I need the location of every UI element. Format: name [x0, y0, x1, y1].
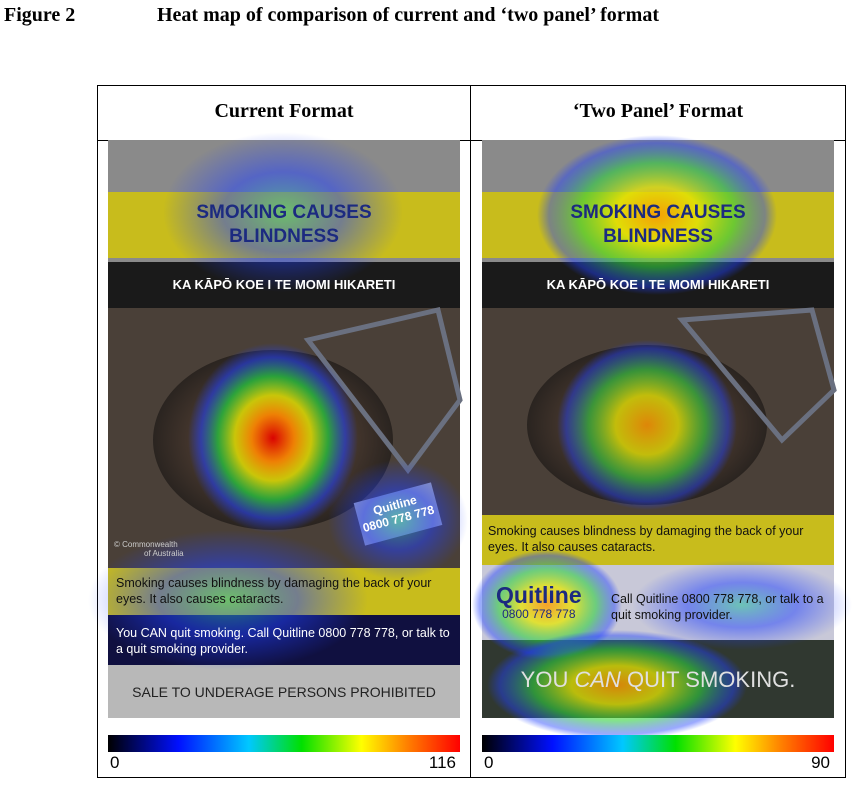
text-line: YOU	[520, 667, 575, 692]
headline: SMOKING CAUSES BLINDNESS	[108, 201, 460, 249]
text-line: QUIT SMOKING.	[620, 667, 796, 692]
maori-text: KA KĀPŌ KOE I TE MOMI HIKARETI	[172, 277, 396, 292]
text-line: of Australia	[144, 549, 184, 558]
scale-max: 116	[428, 753, 456, 772]
text-line: © Commonwealth	[114, 540, 178, 549]
column-heading: Current Format	[214, 100, 354, 122]
scale-max: 90	[811, 753, 830, 772]
footer-text: SALE TO UNDERAGE PERSONS PROHIBITED	[132, 684, 436, 700]
color-bar	[108, 735, 460, 752]
body-text: Smoking causes blindness by damaging the…	[116, 576, 432, 606]
credit: © Commonwealth of Australia	[114, 540, 184, 558]
text-line: SMOKING CAUSES	[570, 202, 746, 223]
column-heading: ‘Two Panel’ Format	[572, 100, 744, 122]
text-line: 0800 778 778	[502, 607, 576, 621]
body-text: Smoking causes blindness by damaging the…	[488, 524, 804, 554]
text-line: BLINDNESS	[603, 226, 713, 247]
quit-text: You CAN quit smoking. Call Quitline 0800…	[116, 626, 450, 656]
figure-caption: Heat map of comparison of current and ‘t…	[157, 4, 659, 26]
scale-min: 0	[110, 753, 120, 772]
call-text: Call Quitline 0800 778 778, or talk to a…	[611, 592, 824, 622]
figure-label: Figure 2	[4, 4, 76, 26]
headline: SMOKING CAUSES BLINDNESS	[482, 201, 834, 249]
quitline-logo: Quitline 0800 778 778	[496, 583, 582, 621]
slogan: YOU CAN QUIT SMOKING.	[482, 667, 834, 693]
maori-text: KA KĀPŌ KOE I TE MOMI HIKARETI	[546, 277, 770, 292]
color-bar	[482, 735, 834, 752]
text-line: SMOKING CAUSES	[196, 202, 372, 223]
text-line: BLINDNESS	[229, 226, 339, 247]
scale-min: 0	[484, 753, 494, 772]
text-line: Quitline	[496, 582, 582, 608]
text-line: CAN	[574, 667, 621, 692]
